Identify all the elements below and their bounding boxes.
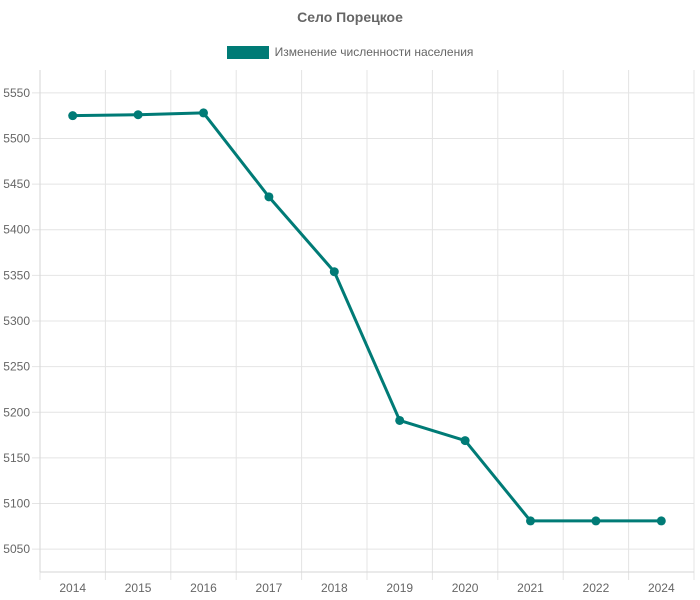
data-point[interactable] [133, 110, 143, 120]
y-axis: 5050 5100 5150 5200 5250 5300 5350 5400 5450 5500… [3, 86, 30, 556]
y-tick-label: 5100 [3, 497, 30, 511]
grid [32, 70, 695, 580]
y-tick-label: 5250 [3, 360, 30, 374]
data-point[interactable] [395, 415, 405, 425]
x-tick-label: 2020 [452, 581, 479, 595]
legend-label: Изменение численности населения [274, 45, 474, 59]
data-point[interactable] [460, 436, 470, 446]
x-axis: 2014 2015 2016 2017 2018 2019 2020 2021 2022 2024 [59, 581, 675, 595]
x-tick-label: 2022 [583, 581, 610, 595]
series-line-group [68, 108, 666, 526]
chart-title: Село Порецкое [297, 9, 403, 25]
data-point[interactable] [656, 516, 666, 526]
x-tick-label: 2016 [190, 581, 217, 595]
y-tick-label: 5200 [3, 405, 30, 419]
y-tick-label: 5350 [3, 268, 30, 282]
data-point[interactable] [199, 108, 208, 118]
y-tick-label: 5450 [3, 177, 30, 191]
data-point[interactable] [264, 192, 274, 202]
x-tick-label: 2024 [648, 581, 675, 595]
y-tick-label: 5550 [3, 86, 30, 100]
x-tick-label: 2017 [256, 581, 283, 595]
legend-swatch [226, 45, 269, 59]
series-line [72, 111, 662, 523]
y-tick-label: 5400 [3, 223, 30, 237]
data-point[interactable] [591, 516, 601, 526]
y-tick-label: 5050 [3, 542, 30, 556]
y-tick-label: 5150 [3, 451, 30, 465]
x-tick-label: 2019 [386, 581, 413, 595]
x-tick-label: 2015 [125, 581, 152, 595]
x-tick-label: 2014 [59, 581, 86, 595]
y-tick-label: 5500 [3, 131, 30, 145]
data-point[interactable] [68, 111, 78, 121]
data-point[interactable] [329, 267, 339, 277]
data-point[interactable] [526, 516, 535, 526]
legend[interactable]: Изменение численности населения [0, 45, 700, 59]
x-tick-label: 2021 [517, 581, 544, 595]
x-tick-label: 2018 [321, 581, 348, 595]
y-tick-label: 5300 [3, 314, 30, 328]
